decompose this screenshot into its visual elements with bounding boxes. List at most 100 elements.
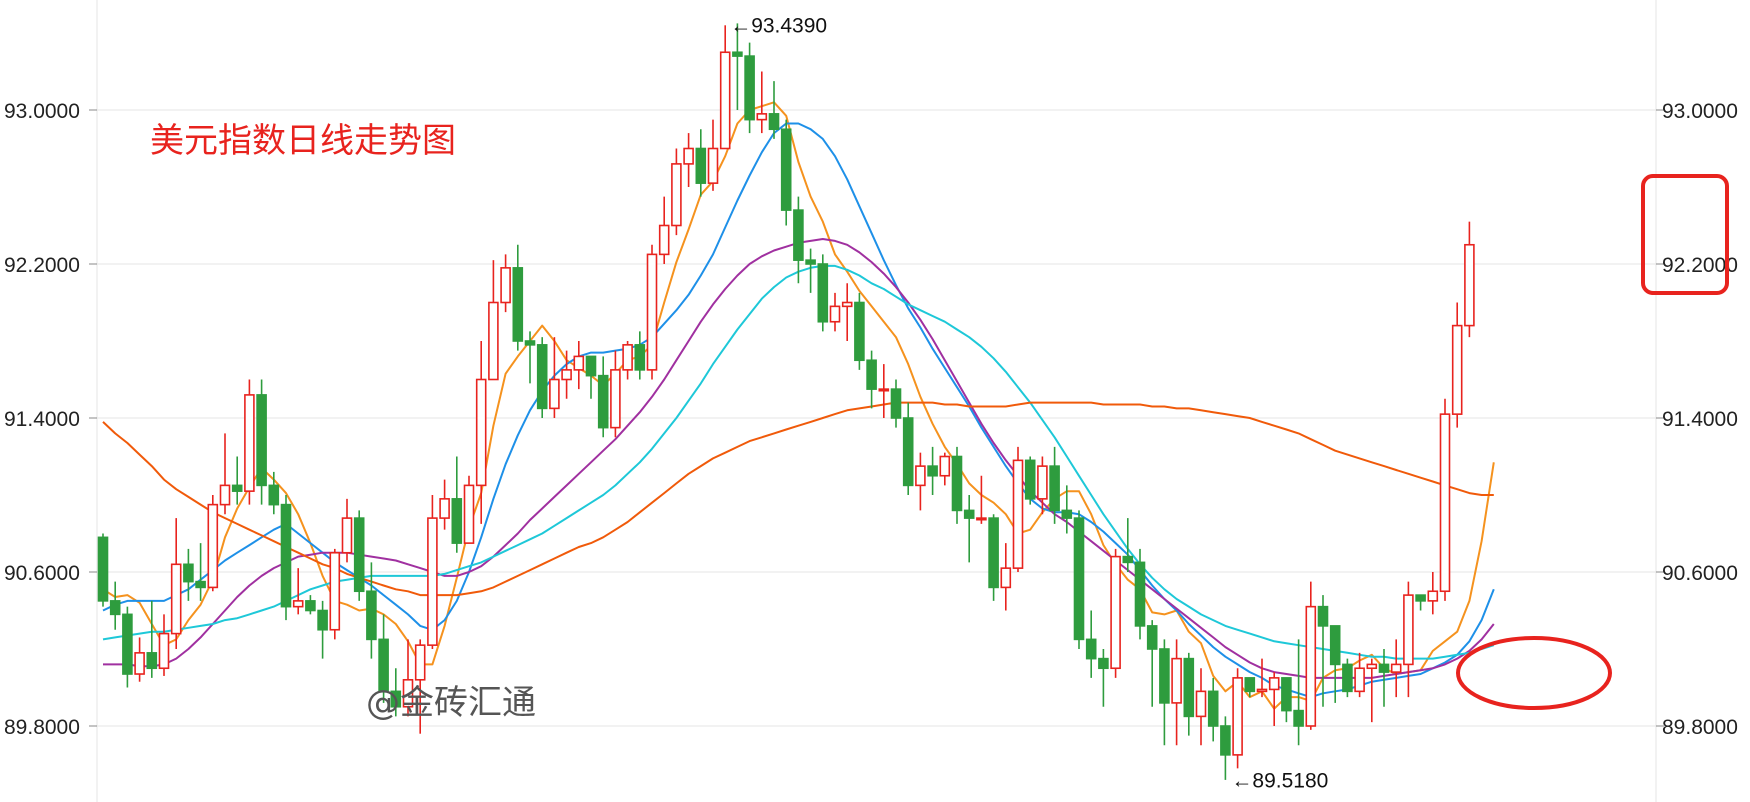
candle-body <box>878 388 890 392</box>
candle-body <box>524 340 536 346</box>
bullish-candle <box>1268 672 1280 726</box>
low-price-annotation: ←89.5180 <box>1231 769 1328 792</box>
highlight-ellipse <box>1456 636 1612 710</box>
right-axis-tick-label: 92.2000 <box>1662 254 1738 277</box>
bearish-candle <box>585 355 597 399</box>
candle-body <box>1098 657 1109 670</box>
bullish-candle <box>1305 581 1317 730</box>
candle-body <box>963 509 975 519</box>
bearish-candle <box>1061 485 1073 534</box>
candle-body <box>402 678 414 708</box>
bearish-candle <box>927 446 938 495</box>
bullish-candle <box>683 133 694 187</box>
candle-body <box>841 301 853 308</box>
bullish-candle <box>1354 652 1365 698</box>
bullish-candle <box>976 475 987 524</box>
bearish-candle <box>988 514 999 601</box>
bearish-candle <box>951 446 963 524</box>
candle-body <box>134 652 145 675</box>
candle-body <box>183 563 194 583</box>
candle-body <box>439 498 450 519</box>
candle-body <box>1195 690 1207 718</box>
bullish-candle <box>475 341 487 524</box>
bullish-candle <box>573 341 585 390</box>
bullish-candle <box>561 350 572 399</box>
candle-body <box>463 484 475 544</box>
candle-body <box>988 517 999 589</box>
bearish-candle <box>1098 649 1109 707</box>
candle-body <box>146 652 158 670</box>
right-axis-tick-label: 93.0000 <box>1662 100 1738 123</box>
bullish-candle <box>1110 548 1121 678</box>
candle-body <box>646 253 658 371</box>
bearish-candle <box>1220 716 1231 780</box>
bullish-candle <box>841 283 853 341</box>
candle-body <box>170 563 182 635</box>
bullish-candle <box>549 337 560 418</box>
bearish-candle <box>256 379 267 505</box>
bearish-candle <box>268 471 280 515</box>
bullish-candle <box>329 548 341 640</box>
bullish-candle <box>646 244 658 380</box>
bearish-candle <box>1281 677 1292 723</box>
right-axis-tick-label: 89.8000 <box>1662 716 1738 739</box>
bearish-candle <box>1415 594 1426 611</box>
candle-body <box>451 498 463 544</box>
candle-body <box>1451 324 1463 415</box>
bullish-candle <box>219 433 231 515</box>
highlight-rectangle <box>1641 174 1729 295</box>
bullish-candle <box>414 639 426 734</box>
bearish-candle <box>1378 649 1390 707</box>
bearish-candle <box>732 23 743 110</box>
candle-body <box>1354 667 1365 693</box>
bearish-candle <box>768 81 780 139</box>
bullish-candle <box>658 196 670 264</box>
candle-body <box>927 465 938 477</box>
bullish-candle <box>756 71 768 134</box>
candle-body <box>1427 590 1439 602</box>
candle-body <box>671 163 682 227</box>
candle-body <box>561 369 572 381</box>
bearish-candle <box>305 595 316 615</box>
bullish-candle <box>915 452 926 511</box>
bearish-candle <box>109 581 121 630</box>
bearish-candle <box>744 42 755 134</box>
candle-body <box>390 690 402 708</box>
candle-body <box>1439 413 1451 593</box>
candle-body <box>768 113 780 131</box>
bullish-candle <box>158 614 170 676</box>
bearish-candle <box>963 495 975 563</box>
bullish-candle <box>292 568 304 615</box>
bullish-candle <box>1403 581 1414 698</box>
bearish-candle <box>231 456 243 505</box>
bearish-candle <box>1317 595 1329 707</box>
candle-body <box>585 355 597 377</box>
right-axis-tick-label: 91.4000 <box>1662 408 1738 431</box>
bearish-candle <box>1146 620 1158 707</box>
candle-body <box>1244 677 1256 693</box>
bullish-candle <box>1451 302 1463 428</box>
price-axes: 93.0000 93.0000 92.2000 92.2000 91.4000 91.40… <box>4 100 1738 739</box>
ma-line-ma60 <box>102 401 1494 597</box>
candle-body <box>1220 725 1231 756</box>
candle-body <box>1146 625 1158 650</box>
bearish-candle <box>597 356 609 438</box>
candle-body <box>1403 594 1414 666</box>
candle-body <box>292 600 304 608</box>
bearish-candle <box>793 196 804 284</box>
candle-body <box>817 263 829 323</box>
candle-body <box>866 359 877 390</box>
bearish-candle <box>1073 510 1085 649</box>
candle-body <box>1037 465 1048 500</box>
bearish-candle <box>390 668 402 717</box>
candle-body <box>341 517 353 554</box>
candle-body <box>1183 657 1195 718</box>
bullish-candle <box>1427 572 1439 615</box>
moving-average-lines <box>102 101 1495 710</box>
candle-body <box>195 580 206 589</box>
watermark: @金砖汇通 <box>366 683 536 723</box>
candle-body <box>414 644 426 681</box>
bearish-candle <box>890 379 902 428</box>
candle-body <box>780 128 792 211</box>
